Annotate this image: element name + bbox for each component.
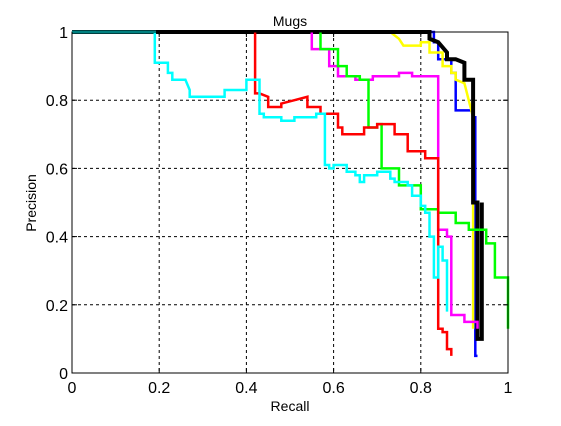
series-line-7 — [72, 30, 449, 312]
plot-frame — [71, 31, 509, 374]
tick-layer: 0 0.2 0.4 0.6 0.8 1 0 0.2 0.4 0.6 0.8 1 — [46, 25, 513, 397]
y-tick-label: 0 — [59, 366, 68, 383]
x-tick-label: 0.2 — [148, 380, 170, 397]
y-axis-label: Precision — [23, 174, 39, 232]
series-line-4 — [310, 32, 479, 329]
y-tick-label: 0.8 — [46, 93, 68, 110]
x-tick-label: 0.4 — [235, 380, 257, 397]
chart-title: Mugs — [273, 13, 307, 29]
series-line-3 — [72, 30, 484, 341]
series-line-2 — [389, 31, 475, 329]
x-tick-label: 0.8 — [410, 380, 432, 397]
y-tick-label: 1 — [59, 25, 68, 42]
x-tick-label: 0.6 — [322, 380, 344, 397]
y-tick-label: 0.2 — [46, 298, 68, 315]
y-tick-label: 0.6 — [46, 161, 68, 178]
series-line-5 — [319, 32, 510, 329]
x-axis-label: Recall — [271, 398, 310, 414]
x-tick-label: 0 — [68, 380, 77, 397]
series-layer — [72, 30, 510, 358]
y-tick-label: 0.4 — [46, 230, 68, 247]
plot-area — [72, 32, 508, 373]
x-tick-label: 1 — [504, 380, 513, 397]
series-line-6 — [253, 32, 453, 356]
